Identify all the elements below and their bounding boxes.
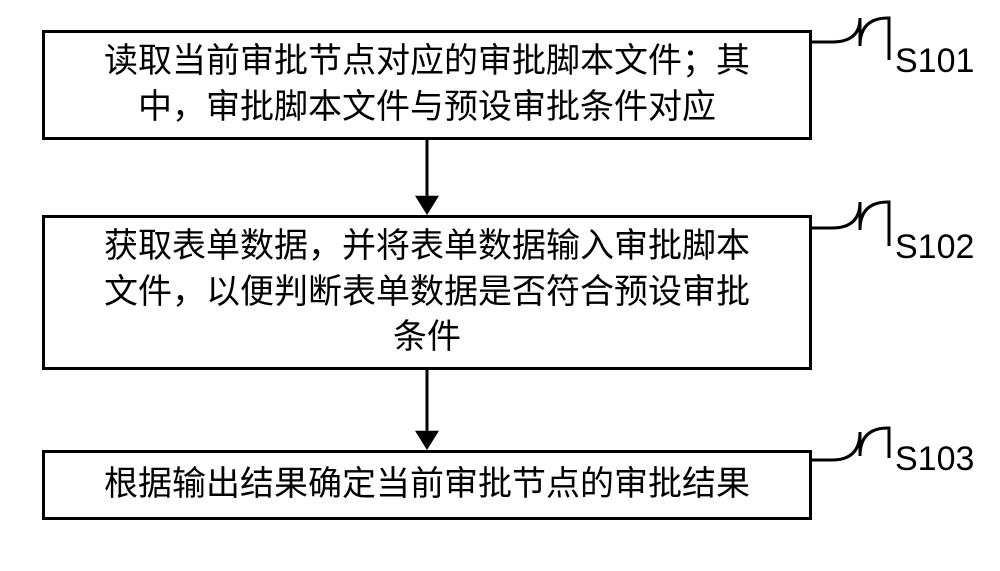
step-label-s101: S101 bbox=[895, 42, 974, 81]
step-label-s102: S102 bbox=[895, 228, 974, 267]
flow-node-s103: 根据输出结果确定当前审批节点的审批结果 bbox=[42, 450, 812, 520]
flow-node-s102: 获取表单数据，并将表单数据输入审批脚本 文件，以便判断表单数据是否符合预设审批 … bbox=[42, 215, 812, 370]
step-label-s103: S103 bbox=[895, 440, 974, 479]
flowchart-canvas: 读取当前审批节点对应的审批脚本文件；其 中，审批脚本文件与预设审批条件对应 获取… bbox=[0, 0, 1000, 571]
flow-node-s101: 读取当前审批节点对应的审批脚本文件；其 中，审批脚本文件与预设审批条件对应 bbox=[42, 30, 812, 140]
